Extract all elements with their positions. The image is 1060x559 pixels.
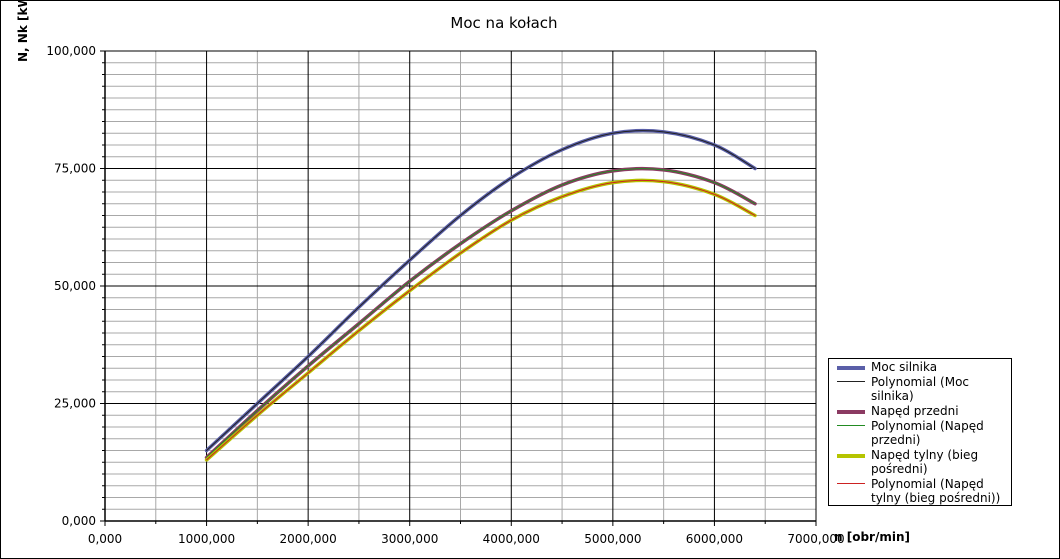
legend-label: Polynomial (Moc bbox=[871, 375, 970, 389]
axes-layer: 0,000 1000,000 2000,000 3000,000 4000,000 500… bbox=[46, 44, 844, 546]
legend-item: Napęd tylny (bieg pośredni) bbox=[829, 448, 1011, 476]
x-tick-label: 0,000 bbox=[88, 532, 122, 546]
x-axis-label: n [obr/min] bbox=[834, 530, 910, 544]
x-tick-label: 5000,000 bbox=[584, 532, 641, 546]
legend-label: Napęd tylny (bieg bbox=[871, 448, 979, 462]
series-line-1 bbox=[206, 130, 756, 451]
x-tick-label: 3000,000 bbox=[381, 532, 438, 546]
chart-legend: Moc silnika Polynomial (Moc silnika) Napęd … bbox=[828, 358, 1012, 506]
legend-label: pośredni) bbox=[871, 462, 928, 476]
legend-swatch bbox=[837, 366, 865, 370]
legend-label: tylny (bieg pośredni)) bbox=[871, 491, 1001, 505]
legend-swatch bbox=[837, 454, 865, 458]
y-tick-label: 0,000 bbox=[62, 514, 96, 528]
legend-item: Polynomial (Napęd przedni) bbox=[829, 419, 1011, 447]
legend-item: Polynomial (Napęd tylny (bieg pośredni)) bbox=[829, 477, 1011, 505]
y-axis-label: N, Nk [kW] bbox=[16, 0, 30, 62]
y-tick-label: 75,000 bbox=[54, 162, 96, 176]
x-tick-label: 1000,000 bbox=[178, 532, 235, 546]
series-line-4 bbox=[204, 178, 757, 462]
x-tick-label: 7000,000 bbox=[787, 532, 844, 546]
grid-major bbox=[105, 50, 816, 521]
y-tick-label: 100,000 bbox=[46, 44, 96, 58]
legend-label: Moc silnika bbox=[871, 360, 938, 374]
x-tick-label: 4000,000 bbox=[483, 532, 540, 546]
series-layer bbox=[204, 128, 757, 462]
x-tick-label: 6000,000 bbox=[686, 532, 743, 546]
series-line-2 bbox=[204, 166, 757, 460]
x-tick-label: 2000,000 bbox=[280, 532, 337, 546]
series-line-3 bbox=[206, 168, 756, 459]
legend-label: silnika) bbox=[871, 389, 914, 403]
series-line-5 bbox=[206, 179, 756, 461]
legend-label: przedni) bbox=[871, 433, 921, 447]
y-tick-label: 25,000 bbox=[54, 397, 96, 411]
series-line-0 bbox=[204, 128, 757, 453]
y-tick-label: 50,000 bbox=[54, 279, 96, 293]
grid-minor bbox=[105, 51, 816, 521]
legend-swatch bbox=[837, 410, 865, 414]
legend-swatch bbox=[837, 425, 865, 426]
legend-item: Napęd przedni bbox=[829, 404, 1011, 418]
legend-item: Polynomial (Moc silnika) bbox=[829, 375, 1011, 403]
legend-item: Moc silnika bbox=[829, 360, 1011, 374]
legend-swatch bbox=[837, 483, 865, 484]
chart-title: Moc na kołach bbox=[450, 14, 557, 32]
legend-label: Napęd przedni bbox=[871, 404, 959, 418]
legend-label: Polynomial (Napęd bbox=[871, 419, 984, 433]
legend-swatch bbox=[837, 381, 865, 382]
legend-label: Polynomial (Napęd bbox=[871, 477, 984, 491]
